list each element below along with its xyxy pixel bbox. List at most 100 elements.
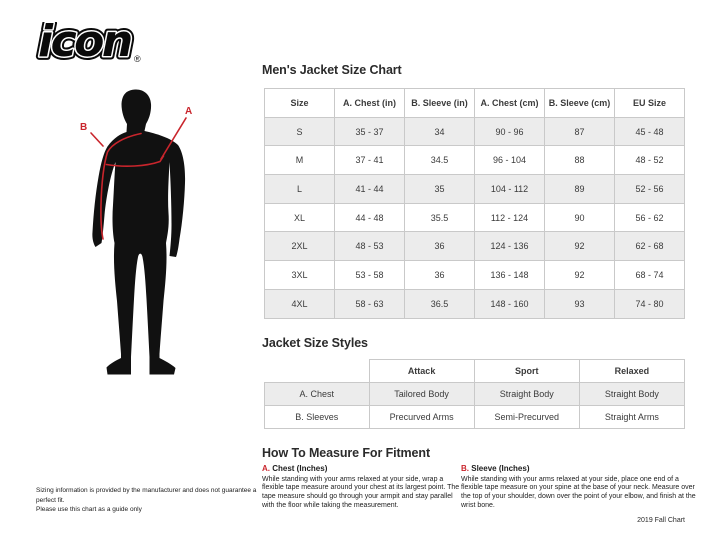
column-header: Sport — [473, 359, 580, 383]
measure-chest-label-text: Chest (Inches) — [272, 464, 328, 473]
table-row: XL 44 - 48 35.5 112 - 124 90 56 - 62 — [264, 202, 685, 233]
cell: Straight Body — [578, 382, 686, 406]
measure-title: How To Measure For Fitment — [262, 446, 431, 460]
callout-b-line — [90, 132, 104, 147]
measure-sleeve-label-text: Sleeve (Inches) — [471, 464, 530, 473]
table-row: 4XL 58 - 63 36.5 148 - 160 93 74 - 80 — [264, 288, 685, 319]
cell: 36 — [404, 231, 475, 262]
callout-a-line — [160, 117, 187, 160]
column-header: Size — [264, 88, 335, 118]
cell: 35.5 — [404, 202, 475, 233]
column-header: A. Chest (cm) — [474, 88, 545, 118]
column-header: Attack — [368, 359, 475, 383]
table-row: 2XL 48 - 53 36 124 - 136 92 62 - 68 — [264, 231, 685, 262]
styles-title: Jacket Size Styles — [262, 336, 368, 350]
cell: 62 - 68 — [614, 231, 685, 262]
chart-version: 2019 Fall Chart — [637, 517, 685, 524]
cell: 148 - 160 — [474, 288, 545, 319]
cell: 45 - 48 — [614, 116, 685, 147]
cell: 41 - 44 — [334, 174, 405, 204]
cell: Precurved Arms — [368, 405, 475, 429]
cell: 104 - 112 — [474, 174, 545, 204]
registered-mark: ® — [134, 54, 141, 64]
cell: 88 — [544, 145, 615, 176]
column-header: A. Chest (in) — [334, 88, 405, 118]
cell: 92 — [544, 231, 615, 262]
logo-fill: icon — [38, 22, 131, 67]
cell: 112 - 124 — [474, 202, 545, 233]
row-header: 2XL — [264, 231, 335, 262]
label-a: A — [185, 106, 192, 117]
row-header: 4XL — [264, 288, 335, 319]
measure-chest-prefix: A. — [262, 464, 270, 473]
size-chart-title: Men's Jacket Size Chart — [262, 63, 402, 77]
cell: Straight Body — [473, 382, 580, 406]
measure-chest-text: While standing with your arms relaxed at… — [262, 475, 460, 509]
cell: Straight Arms — [578, 405, 686, 429]
cell: 93 — [544, 288, 615, 319]
cell: 74 - 80 — [614, 288, 685, 319]
cell: 89 — [544, 174, 615, 204]
cell: 34 — [404, 116, 475, 147]
row-header: 3XL — [264, 260, 335, 290]
icon-logo-graphic: icon icon icon ® — [35, 13, 142, 71]
row-header: S — [264, 116, 335, 147]
cell: 36 — [404, 260, 475, 290]
icon-logo: icon icon icon ® — [33, 13, 163, 73]
cell: 58 - 63 — [334, 288, 405, 319]
cell: 96 - 104 — [474, 145, 545, 176]
row-header: A. Chest — [264, 382, 370, 406]
header-row: Size A. Chest (in) B. Sleeve (in) A. Chest … — [264, 88, 685, 118]
cell: Tailored Body — [368, 382, 475, 406]
cell: 136 - 148 — [474, 260, 545, 290]
measurement-figure: A B — [80, 89, 192, 375]
row-header: M — [264, 145, 335, 176]
cell: 34.5 — [404, 145, 475, 176]
sleeve-measure-line — [100, 132, 142, 240]
cell: 37 - 41 — [334, 145, 405, 176]
table-row: A. Chest Tailored Body Straight Body Straig… — [264, 382, 686, 406]
table-row: 3XL 53 - 58 36 136 - 148 92 68 - 74 — [264, 260, 685, 290]
cell: 90 — [544, 202, 615, 233]
male-silhouette — [92, 89, 186, 375]
table-row: B. Sleeves Precurved Arms Semi-Precurved St… — [264, 405, 686, 429]
table-row: M 37 - 41 34.5 96 - 104 88 48 - 52 — [264, 145, 685, 176]
cell: 35 — [404, 174, 475, 204]
disclaimer: Sizing information is provided by the ma… — [36, 486, 266, 515]
cell: 52 - 56 — [614, 174, 685, 204]
column-header — [265, 360, 370, 383]
column-header: Relaxed — [578, 359, 686, 383]
table-row: L 41 - 44 35 104 - 112 89 52 - 56 — [264, 174, 685, 204]
size-chart-table: Size A. Chest (in) B. Sleeve (in) A. Chest … — [264, 88, 685, 319]
measure-sleeve-block: B. Sleeve (Inches) While standing with y… — [461, 464, 701, 510]
logo-keyline: icon — [38, 22, 131, 67]
cell: 48 - 52 — [614, 145, 685, 176]
styles-table: Attack Sport Relaxed A. Chest Tailored Body… — [264, 359, 686, 429]
cell: 44 - 48 — [334, 202, 405, 233]
column-header: B. Sleeve (in) — [404, 88, 475, 118]
cell: 124 - 136 — [474, 231, 545, 262]
logo-outline: icon — [38, 22, 131, 67]
measure-sleeve-prefix: B. — [461, 464, 469, 473]
cell: 90 - 96 — [474, 116, 545, 147]
cell: 35 - 37 — [334, 116, 405, 147]
column-header: EU Size — [614, 88, 685, 118]
disclaimer-line: Sizing information is provided by the ma… — [36, 487, 257, 504]
cell: 36.5 — [404, 288, 475, 319]
measure-chest-block: A. Chest (Inches) While standing with yo… — [262, 464, 462, 510]
cell: 92 — [544, 260, 615, 290]
row-header: B. Sleeves — [264, 405, 370, 429]
table-row: S 35 - 37 34 90 - 96 87 45 - 48 — [264, 116, 685, 147]
chest-measure-line — [105, 155, 165, 167]
column-header: B. Sleeve (cm) — [544, 88, 615, 118]
row-header: L — [264, 174, 335, 204]
header-row: Attack Sport Relaxed — [265, 359, 686, 383]
cell: 56 - 62 — [614, 202, 685, 233]
label-b: B — [80, 122, 87, 133]
measure-sleeve-text: While standing with your arms relaxed at… — [461, 475, 696, 509]
cell: 48 - 53 — [334, 231, 405, 262]
row-header: XL — [264, 202, 335, 233]
disclaimer-line: Please use this chart as a guide only — [36, 506, 142, 513]
cell: 53 - 58 — [334, 260, 405, 290]
